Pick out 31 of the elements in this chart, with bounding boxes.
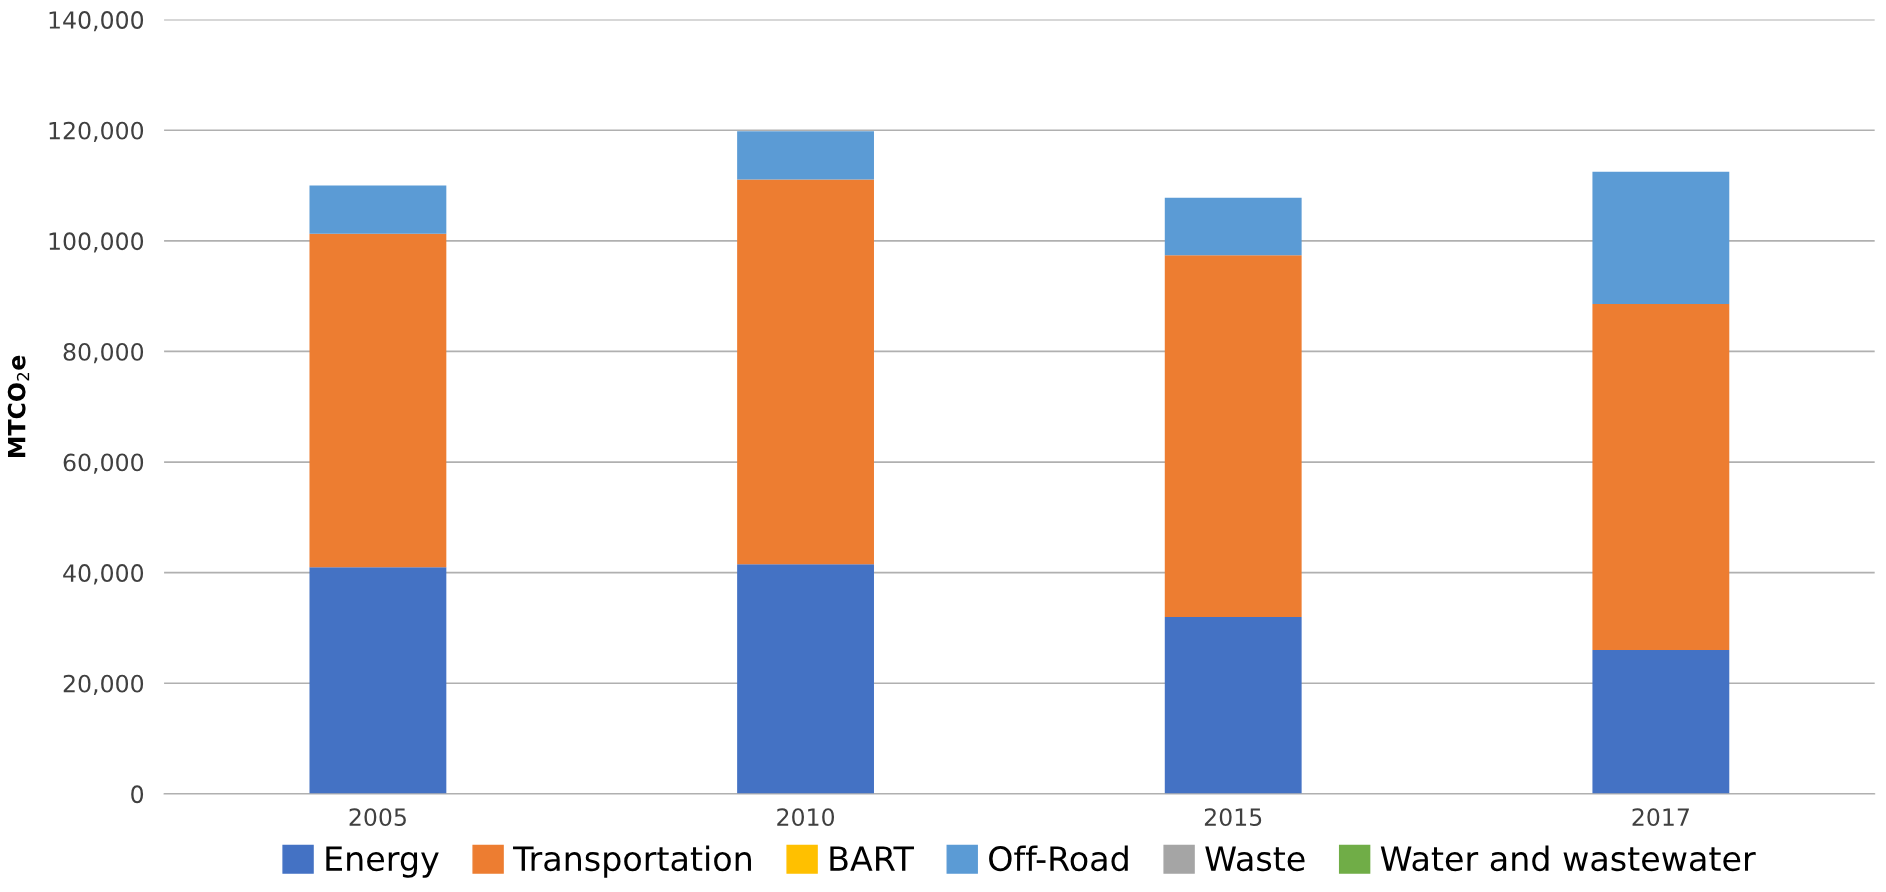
bar xyxy=(737,131,874,180)
legend-label: Transportation xyxy=(513,845,751,878)
y-tick-label: 80,000 xyxy=(63,342,144,364)
x-tick-label: 2005 xyxy=(349,808,406,827)
bar xyxy=(1164,616,1302,794)
bar xyxy=(737,564,874,794)
bar xyxy=(737,179,874,565)
bar xyxy=(1164,197,1302,256)
bar xyxy=(309,567,447,794)
legend-label: Waste xyxy=(1205,846,1305,872)
bar xyxy=(309,233,447,568)
x-tick-label: 2017 xyxy=(1632,808,1689,827)
bar xyxy=(1592,303,1730,651)
y-tick-label: 20,000 xyxy=(63,674,144,695)
legend-label: BART xyxy=(830,846,914,871)
x-tick-label: 2010 xyxy=(777,808,835,827)
y-tick-label: 120,000 xyxy=(49,121,144,142)
legend-label: Energy xyxy=(326,846,439,878)
y-tick-label: 100,000 xyxy=(49,232,144,253)
bar xyxy=(1592,171,1730,304)
x-tick-label: 2015 xyxy=(1204,808,1262,827)
y-axis-title: MTCO$_{2}$e xyxy=(7,355,30,457)
bar xyxy=(309,185,447,234)
bar xyxy=(1592,650,1730,794)
y-tick-label: 60,000 xyxy=(63,453,144,474)
y-tick-label: 0 xyxy=(131,785,144,804)
y-tick-label: 40,000 xyxy=(63,564,144,585)
legend-label: Off-Road xyxy=(989,845,1128,872)
legend-label: Water and wastewater xyxy=(1380,845,1756,872)
y-tick-label: 140,000 xyxy=(49,11,144,32)
bar xyxy=(1164,255,1302,617)
